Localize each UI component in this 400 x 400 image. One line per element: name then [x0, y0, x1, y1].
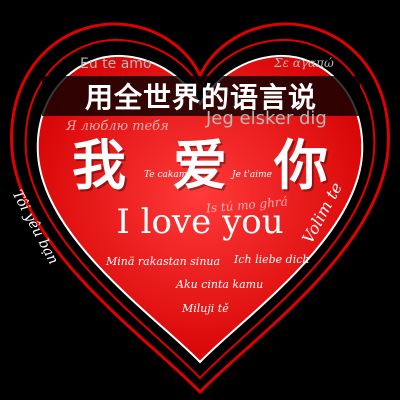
title-banner: 用全世界的语言说 [42, 76, 360, 116]
phrase-english: I love you [116, 202, 284, 242]
phrase-serbian: Te cakam [144, 170, 188, 180]
phrase-german: Ich liebe dich [234, 253, 310, 266]
phrase-greek: Σε αγαπώ [274, 56, 334, 70]
phrase-finnish: Minä rakastan sinua [106, 255, 221, 268]
chinese-char-ni: 你 [274, 133, 328, 197]
phrase-danish: Jeg elsker dig [206, 108, 327, 129]
phrase-indonesian: Aku cinta kamu [176, 278, 264, 291]
phrase-albanian: Miluji tě [182, 302, 229, 315]
chinese-char-ai: 爱 [173, 133, 227, 197]
banner-title: 用全世界的语言说 [84, 81, 317, 114]
main-chinese-phrase: 我 爱 你 [72, 138, 328, 192]
chinese-char-wo: 我 [72, 133, 126, 197]
phrase-russian: Я люблю тебя [66, 119, 169, 134]
phrase-portuguese: Eu te amo [80, 56, 152, 72]
phrase-french: Je t'aime [232, 170, 272, 180]
